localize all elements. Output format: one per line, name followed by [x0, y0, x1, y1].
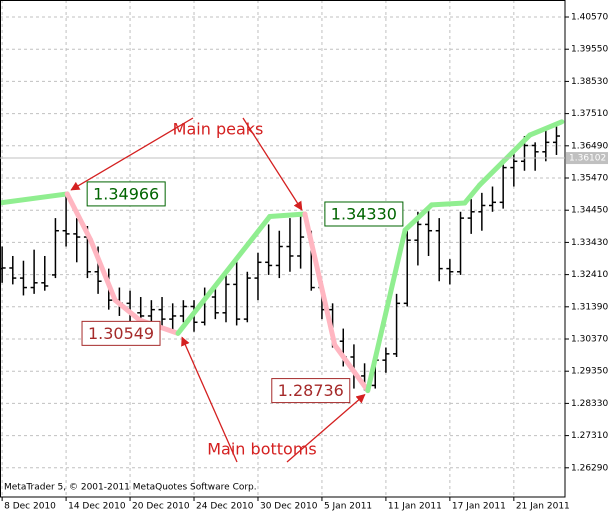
annotation-arrow [286, 393, 366, 463]
zigzag-segment [267, 211, 308, 220]
x-tick-label: 11 Jan 2011 [388, 502, 442, 512]
x-tick-label: 8 Dec 2010 [4, 502, 56, 512]
value-label-box [86, 181, 166, 207]
value-label: 1.34966 [93, 184, 159, 203]
x-tick-label: 30 Dec 2010 [260, 502, 318, 512]
zigzag-segment [527, 119, 565, 138]
zigzag-segment [429, 200, 468, 208]
y-tick-label: 1.32410 [571, 270, 608, 280]
annotation-arrow [242, 117, 303, 211]
y-tick-label: 1.39550 [571, 45, 608, 55]
x-tick-label: 24 Dec 2010 [196, 502, 254, 512]
zigzag-segment [88, 237, 118, 303]
y-tick-label: 1.37510 [571, 109, 608, 119]
zigzag-segment [462, 182, 483, 206]
value-label-box [81, 320, 161, 346]
current-price-label: 1.36102 [569, 154, 606, 164]
y-tick-label: 1.27310 [571, 431, 608, 441]
y-tick-label: 1.29350 [571, 367, 608, 377]
value-label: 1.28736 [278, 381, 344, 400]
y-tick-label: 1.31390 [571, 302, 608, 312]
y-tick-label: 1.40570 [571, 13, 608, 23]
y-tick-label: 1.28330 [571, 399, 608, 409]
annotation: Main bottoms [207, 440, 316, 459]
x-tick-label: 21 Jan 2011 [516, 502, 570, 512]
x-tick-label: 14 Dec 2010 [68, 502, 126, 512]
y-tick-label: 1.34450 [571, 206, 608, 216]
copyright: MetaTrader 5, © 2001-2011 MetaQuotes Sof… [4, 483, 257, 493]
value-label: 1.30549 [88, 324, 154, 343]
y-tick-label: 1.35470 [571, 174, 608, 184]
zigzag-segment [0, 191, 70, 206]
plot-frame [0, 0, 566, 498]
zigzag-segment [175, 214, 273, 336]
y-tick-label: 1.30370 [571, 335, 608, 345]
zigzag-segment [112, 297, 143, 323]
value-label: 1.34330 [331, 204, 397, 223]
zigzag-segment [332, 342, 371, 394]
zigzag-segment [302, 211, 338, 348]
value-label-box [324, 201, 404, 227]
zigzag-segment [64, 191, 94, 243]
zigzag-segment [402, 202, 435, 233]
value-label-box [271, 378, 351, 404]
grid [0, 0, 565, 497]
x-tick-label: 20 Dec 2010 [132, 502, 190, 512]
y-tick-label: 1.38530 [571, 77, 608, 87]
annotation-arrow [181, 336, 238, 463]
zigzag-segment [477, 132, 533, 188]
y-tick-label: 1.33430 [571, 238, 608, 248]
annotation-arrow [70, 117, 194, 191]
x-tick-label: 5 Jan 2011 [324, 502, 372, 512]
y-tick-label: 1.36490 [571, 141, 608, 151]
x-tick-label: 17 Jan 2011 [452, 502, 506, 512]
annotation: Main peaks [173, 120, 264, 139]
y-tick-label: 1.26290 [571, 463, 608, 473]
current-price-box [566, 152, 608, 165]
zigzag-segment [365, 227, 408, 394]
